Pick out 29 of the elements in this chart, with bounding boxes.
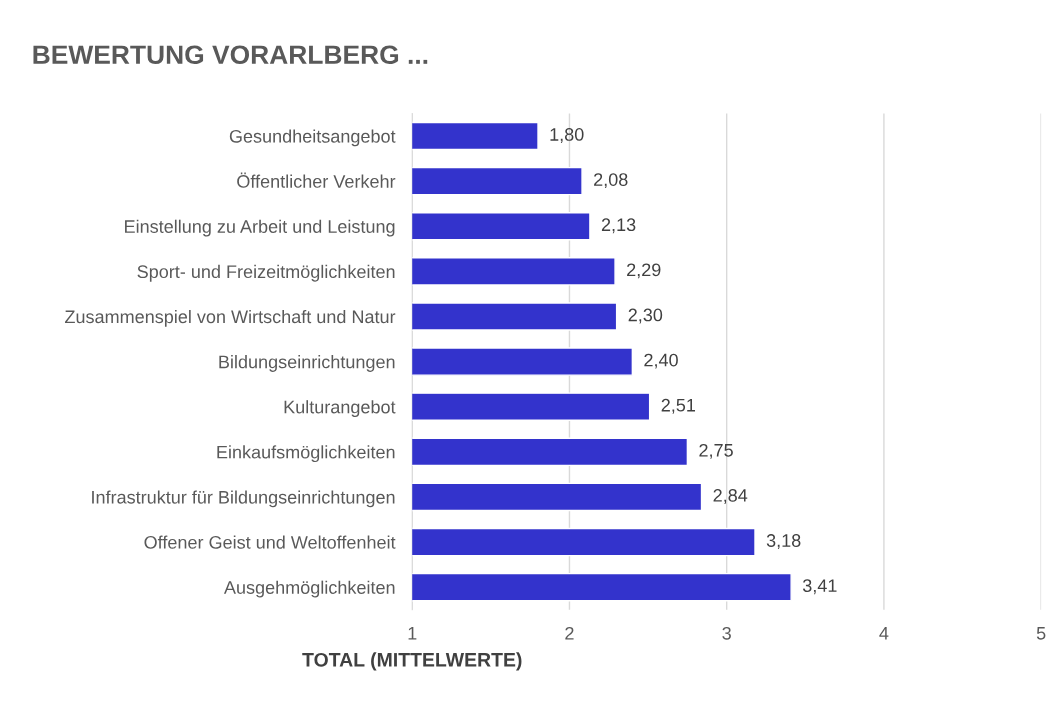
data-label: 2,84: [713, 489, 748, 504]
x-tick-label: 3: [722, 626, 731, 640]
y-tick-label: Einkaufsmöglichkeiten: [217, 445, 395, 463]
y-tick-label: Offener Geist und Weltoffenheit: [144, 535, 396, 549]
data-label: 2,75: [699, 443, 733, 459]
x-tick-label: 5: [1036, 627, 1046, 640]
data-label: 2,40: [644, 353, 678, 369]
data-label: 1,80: [550, 128, 584, 143]
y-tick-label: Einstellung zu Arbeit und Leistung: [125, 219, 395, 237]
chart-title: BEWERTUNG VORARLBERG ...: [33, 45, 428, 65]
y-tick-label: Sport- und Freizeitmöglichkeiten: [137, 264, 395, 282]
data-label: 2,30: [628, 308, 663, 324]
y-tick-label: Kulturangebot: [284, 400, 396, 417]
data-label: 2,08: [594, 173, 628, 189]
y-tick-label: Bildungseinrichtungen: [219, 355, 395, 372]
data-label: 2,51: [661, 398, 696, 414]
x-tick-label: 1: [408, 627, 417, 640]
data-label: 2,13: [601, 218, 636, 234]
x-tick-label: 4: [879, 627, 889, 640]
y-tick-label: Öffentlicher Verkehr: [237, 172, 396, 188]
data-label: 3,41: [802, 579, 837, 595]
y-tick-label: Gesundheitsangebot: [229, 129, 396, 147]
x-tick-label: 2: [565, 626, 574, 640]
y-tick-label: Zusammenspiel von Wirtschaft und Natur: [65, 309, 396, 327]
y-tick-label: Infrastruktur für Bildungseinrichtungen: [92, 490, 395, 508]
x-axis-title: TOTAL (MITTELWERTE): [302, 652, 522, 671]
data-label: 2,29: [627, 263, 661, 279]
y-tick-label: Ausgehmöglichkeiten: [223, 580, 395, 598]
data-label: 3,18: [766, 534, 801, 550]
